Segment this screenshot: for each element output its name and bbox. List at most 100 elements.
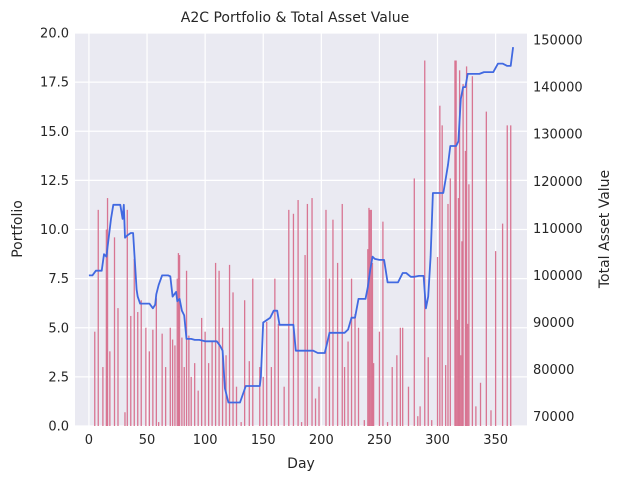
portfolio-bar [399,327,401,426]
portfolio-bar [465,66,468,426]
portfolio-bar [332,219,334,426]
portfolio-bar [152,329,154,426]
chart-title: A2C Portfolio & Total Asset Value [181,10,409,26]
portfolio-bar [266,321,268,426]
portfolio-bar [126,209,128,426]
portfolio-bar [454,60,456,426]
x-axis-ticks: 0 50 100 150 200 250 300 350 [85,433,508,448]
portfolio-bars [94,60,512,427]
y-right-tick-label: 120000 [533,175,583,190]
portfolio-bar [407,386,410,426]
portfolio-bar [178,255,181,426]
portfolio-bar [235,386,238,426]
y-left-tick-label: 0.0 [48,420,69,435]
portfolio-bar [300,422,303,426]
portfolio-bar [475,406,477,426]
portfolio-bar [311,198,313,426]
portfolio-bar [386,422,389,426]
portfolio-bar [467,323,469,426]
portfolio-bar [457,198,460,426]
portfolio-bar [371,262,374,426]
portfolio-bar [391,367,393,426]
y-right-tick-label: 80000 [533,363,574,378]
portfolio-bar [288,209,290,426]
portfolio-bar [460,355,462,426]
portfolio-bar [456,319,458,426]
portfolio-bar [214,262,217,426]
portfolio-bar [441,125,443,426]
y-right-tick-label: 110000 [533,222,583,237]
portfolio-bar [124,412,126,426]
portfolio-bar [145,327,147,426]
portfolio-bar [117,308,119,426]
portfolio-bar [468,184,470,426]
portfolio-bar [318,386,320,426]
y-right-tick-label: 140000 [533,81,583,96]
portfolio-bar [464,150,467,426]
portfolio-bar [343,367,346,426]
portfolio-bar [461,241,463,426]
portfolio-bar [382,221,384,426]
portfolio-bar [447,203,449,426]
portfolio-bar [240,422,242,426]
portfolio-bar [109,351,111,426]
portfolio-bar [490,410,492,426]
portfolio-bar [427,357,429,426]
portfolio-bar [462,84,464,426]
portfolio-bar [130,315,132,426]
portfolio-bar [204,331,206,426]
portfolio-bar [471,76,474,426]
y-left-tick-label: 10.0 [40,223,69,238]
portfolio-bar [243,300,246,426]
x-tick-label: 350 [483,433,508,448]
x-tick-label: 300 [425,433,450,448]
y-left-tick-label: 20.0 [40,27,69,42]
portfolio-bar [270,367,273,426]
portfolio-bar [396,355,398,426]
portfolio-bar [314,398,317,426]
y-right-axis-ticks: 70000 80000 90000 100000 110000 120000 130000 1… [533,34,583,426]
portfolio-bar [155,298,157,426]
portfolio-bar [297,200,299,426]
portfolio-bar [221,327,224,426]
portfolio-bar [363,420,365,426]
portfolio-bar [506,125,508,426]
portfolio-bar [201,317,203,426]
portfolio-bar [228,264,231,426]
portfolio-bar [372,363,375,426]
y-right-tick-label: 150000 [533,34,583,49]
portfolio-bar [218,270,220,426]
portfolio-bar [336,262,339,426]
portfolio-bar [181,337,183,426]
portfolio-bar [197,390,199,426]
portfolio-bar [97,209,99,426]
portfolio-bar [283,386,285,426]
y-right-tick-label: 70000 [533,410,574,425]
portfolio-bar [207,363,210,426]
y-left-axis-label: Portfolio [10,200,26,258]
x-tick-label: 0 [85,433,93,448]
portfolio-bar [402,327,404,426]
y-left-tick-label: 15.0 [40,125,69,140]
portfolio-bar [158,422,160,426]
y-left-axis-ticks: 0.0 2.5 5.0 7.5 10.0 12.5 15.0 17.5 20.0 [40,27,69,435]
portfolio-bar [194,363,196,426]
portfolio-bar [455,60,457,426]
portfolio-bar [259,367,261,426]
portfolio-bar [494,251,497,426]
grid [75,32,527,427]
portfolio-bar [277,323,279,426]
portfolio-bar [458,70,461,427]
y-left-tick-label: 17.5 [40,76,69,91]
portfolio-bar [248,361,250,426]
portfolio-bar [113,237,116,426]
y-right-tick-label: 100000 [533,269,583,284]
portfolio-bar [185,270,188,426]
portfolio-bar [347,341,349,426]
portfolio-bar [369,209,371,426]
portfolio-bar [94,331,96,426]
portfolio-bar [171,339,174,426]
y-right-axis-label: Total Asset Value [597,170,613,289]
portfolio-bar [148,351,151,426]
portfolio-bar [105,229,108,426]
